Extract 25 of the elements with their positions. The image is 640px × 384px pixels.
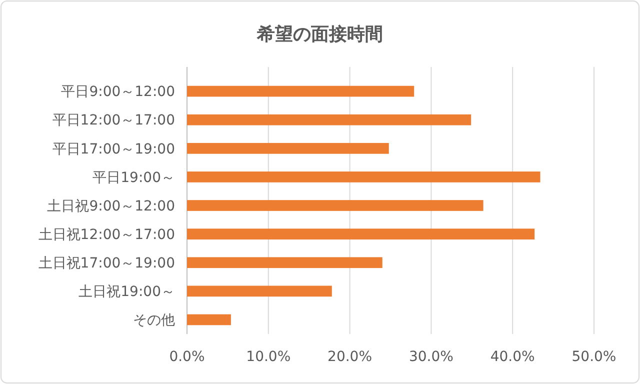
bar bbox=[187, 228, 535, 240]
y-tick-label: 土日祝12:00～17:00 bbox=[38, 226, 175, 243]
y-tick-label: 平日17:00～19:00 bbox=[52, 141, 175, 158]
y-tick-label: 平日19:00～ bbox=[92, 170, 175, 186]
bar bbox=[187, 257, 382, 268]
bar bbox=[187, 286, 332, 297]
y-tick-label: 土日祝17:00～19:00 bbox=[38, 256, 175, 272]
bar bbox=[187, 200, 484, 211]
y-tick-label: 平日12:00～17:00 bbox=[52, 112, 175, 129]
x-tick-label: 40.0% bbox=[490, 349, 535, 365]
chart-title: 希望の面接時間 bbox=[256, 24, 383, 45]
x-tick-label: 30.0% bbox=[408, 349, 454, 365]
bar bbox=[187, 86, 414, 97]
y-tick-label: 土日祝9:00～12:00 bbox=[47, 198, 175, 214]
bar bbox=[187, 314, 231, 326]
x-tick-label: 20.0% bbox=[328, 349, 372, 365]
x-tick-label: 10.0% bbox=[246, 349, 291, 365]
x-tick-label: 0.0% bbox=[169, 349, 205, 365]
bar bbox=[187, 142, 389, 154]
bar bbox=[187, 172, 540, 182]
y-tick-label: 土日祝19:00～ bbox=[78, 284, 175, 300]
y-tick-label: 平日9:00～12:00 bbox=[61, 84, 175, 100]
bar bbox=[187, 114, 472, 126]
y-tick-label: その他 bbox=[133, 312, 175, 329]
x-tick-label: 50.0% bbox=[572, 349, 616, 365]
